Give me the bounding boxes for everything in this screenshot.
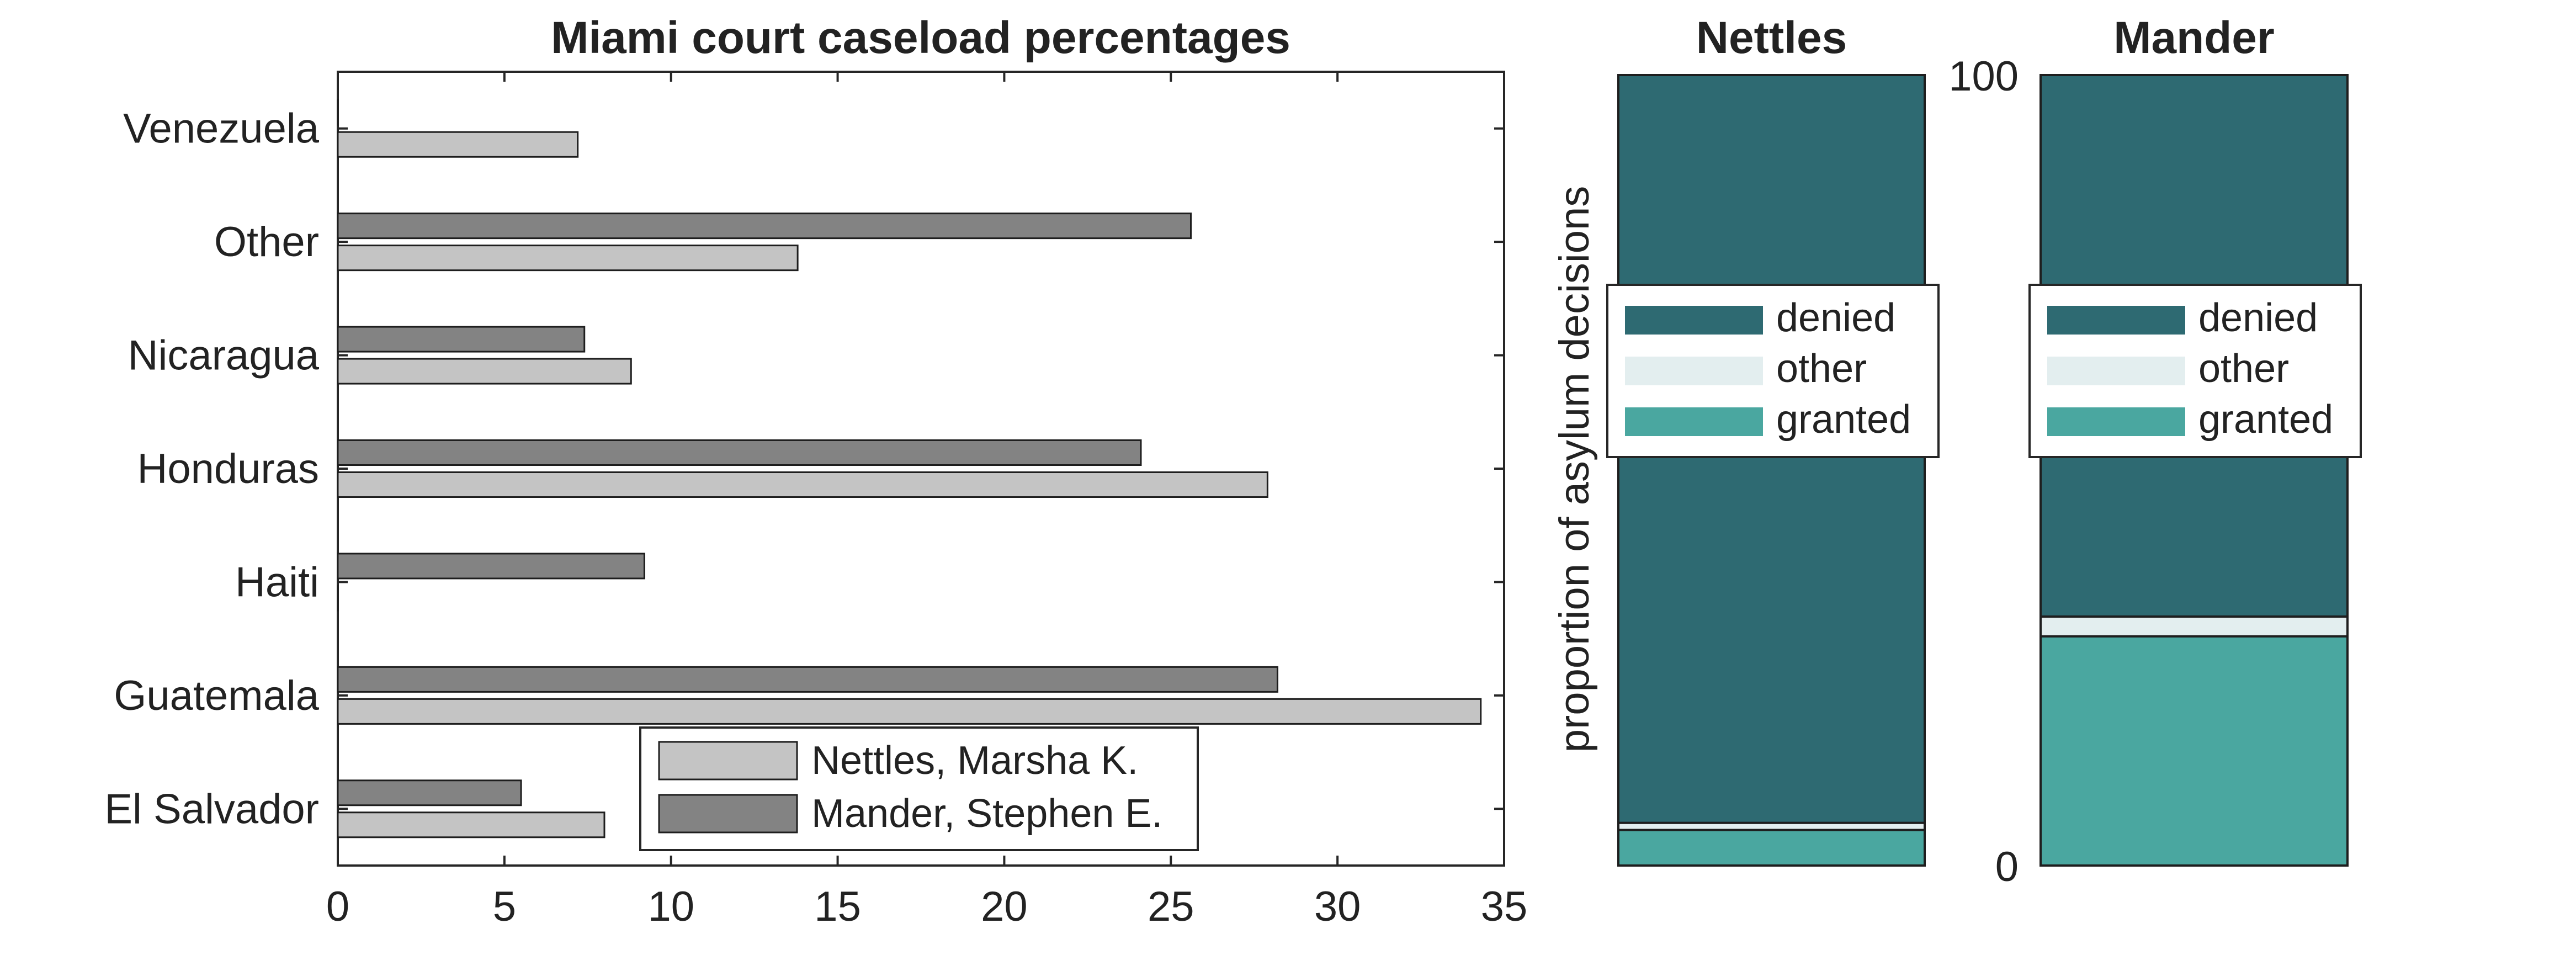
caseload-bars xyxy=(337,99,1482,838)
bar-honduras-series-0 xyxy=(337,471,1268,498)
caseload-x-axis: 0 5 10 15 20 25 30 35 xyxy=(326,72,1527,930)
bar-nicaragua-series-1 xyxy=(337,326,586,353)
legend-label: Mander, Stephen E. xyxy=(811,792,1162,836)
x-tick-label: 5 xyxy=(493,883,516,930)
y-tick-label: El Salvador xyxy=(104,785,319,832)
x-tick-label: 30 xyxy=(1314,883,1361,930)
bar-guatemala-series-1 xyxy=(337,666,1278,693)
bar-el-salvador-series-1 xyxy=(337,779,522,806)
mander-decisions-chart: Mander 0 100 denied other granted xyxy=(1948,13,2362,890)
nettles-legend-swatch-denied xyxy=(1625,306,1763,335)
x-tick-label: 20 xyxy=(981,883,1028,930)
y-tick-label: Guatemala xyxy=(114,672,319,719)
x-tick-label: 25 xyxy=(1148,883,1194,930)
y-tick-label: Venezuela xyxy=(123,105,320,152)
mander-chart-title: Mander xyxy=(2113,13,2275,63)
bar-honduras-series-1 xyxy=(337,439,1142,466)
x-tick-label: 0 xyxy=(326,883,349,930)
decision-y-axis-label: proportion of asylum decisions xyxy=(1551,186,1598,753)
bar-haiti-series-1 xyxy=(337,553,645,580)
x-tick-label: 15 xyxy=(814,883,861,930)
mander-segment-granted xyxy=(2039,635,2349,867)
y-tick-label: Other xyxy=(214,219,319,266)
mander-y-tick-label: 0 xyxy=(1995,843,2019,890)
decision-charts: proportion of asylum decisions Nettles de… xyxy=(1551,13,2362,890)
nettles-chart-title: Nettles xyxy=(1696,13,1847,63)
mander-legend-swatch-other xyxy=(2047,357,2185,385)
y-tick-label: Haiti xyxy=(235,559,319,606)
x-tick-label: 10 xyxy=(647,883,694,930)
caseload-chart: Miami court caseload percentages Venezue… xyxy=(104,13,1527,930)
caseload-chart-title: Miami court caseload percentages xyxy=(551,13,1290,63)
nettles-decisions-chart: Nettles denied other granted xyxy=(1606,13,1940,867)
bar-venezuela-series-0 xyxy=(337,131,579,158)
nettles-legend-label: denied xyxy=(1776,296,1895,340)
legend-swatch xyxy=(658,794,798,834)
nettles-legend-label: other xyxy=(1776,347,1867,391)
mander-legend-swatch-denied xyxy=(2047,306,2185,335)
mander-segment-other xyxy=(2039,615,2349,638)
y-tick-label: Nicaragua xyxy=(128,332,320,379)
nettles-legend-swatch-granted xyxy=(1625,407,1763,436)
y-tick-label: Honduras xyxy=(137,445,319,492)
mander-legend-label: denied xyxy=(2198,296,2318,340)
nettles-legend-swatch-other xyxy=(1625,357,1763,385)
nettles-legend-label: granted xyxy=(1776,397,1911,442)
nettles-segment-granted xyxy=(1617,829,1926,867)
caseload-legend: Nettles, Marsha K. Mander, Stephen E. xyxy=(639,726,1199,851)
mander-legend-swatch-granted xyxy=(2047,407,2185,436)
legend-label: Nettles, Marsha K. xyxy=(811,739,1138,783)
x-tick-label: 35 xyxy=(1481,883,1528,930)
bar-guatemala-series-0 xyxy=(337,698,1482,725)
mander-legend-label: granted xyxy=(2198,397,2333,442)
legend-swatch xyxy=(658,741,798,781)
caseload-y-axis: Venezuela Other Nicaragua Honduras Haiti Guat… xyxy=(104,105,1504,832)
bar-other-series-1 xyxy=(337,213,1192,240)
bar-nicaragua-series-0 xyxy=(337,358,632,385)
mander-y-tick-label: 100 xyxy=(1948,53,2019,100)
mander-legend-label: other xyxy=(2198,347,2289,391)
bar-el-salvador-series-0 xyxy=(337,811,606,838)
bar-other-series-0 xyxy=(337,245,799,272)
